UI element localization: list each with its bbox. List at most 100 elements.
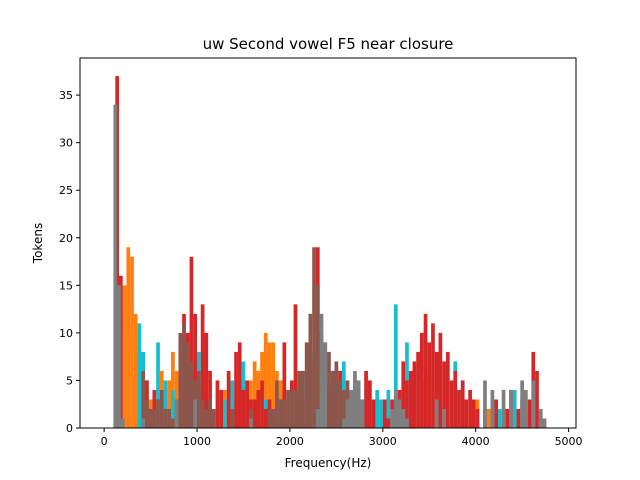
histogram-bar [167, 408, 172, 428]
histogram-bar [256, 389, 261, 428]
y-axis: 0 5 10 15 20 25 30 35 [59, 89, 80, 435]
histogram-bar [252, 361, 257, 428]
histogram-bar [460, 380, 465, 428]
histogram-bar [497, 408, 502, 428]
histogram-bar [319, 313, 324, 428]
histogram-bar [397, 399, 402, 428]
histogram-bar [412, 361, 417, 428]
histogram-bar [423, 313, 428, 428]
x-tick-label: 1000 [183, 435, 211, 448]
histogram-bar [527, 399, 532, 428]
y-tick-label: 30 [59, 137, 73, 150]
histogram-bar [312, 247, 316, 428]
histogram-bar [148, 408, 153, 428]
histogram-bar [464, 399, 469, 428]
histogram-bar [442, 361, 446, 428]
y-tick-label: 0 [66, 422, 73, 435]
y-tick-label: 10 [59, 327, 73, 340]
histogram-bar [449, 380, 454, 428]
histogram-bar [483, 380, 487, 428]
histogram-bar [208, 399, 212, 428]
x-tick-label: 0 [101, 435, 108, 448]
histogram-bar [130, 256, 134, 428]
histogram-bar [405, 418, 409, 428]
y-axis-label: Tokens [31, 223, 45, 264]
histogram-bar [282, 342, 287, 428]
histogram-bar [271, 408, 276, 428]
histogram-bar [427, 342, 432, 428]
histogram-bar [282, 399, 287, 428]
histogram-bar [438, 332, 443, 428]
histogram-bar [156, 399, 160, 428]
histogram-bar [304, 342, 309, 428]
histogram-bar [297, 370, 302, 428]
histogram-bar [408, 370, 413, 428]
histogram-bar [315, 285, 320, 428]
histogram-bars [113, 76, 547, 429]
histogram-bar [275, 380, 279, 428]
histogram-bar [219, 389, 224, 428]
histogram-bar [156, 342, 160, 428]
histogram-bar [145, 399, 149, 428]
histogram-bar [338, 380, 342, 428]
histogram-bar [193, 399, 198, 428]
histogram-bar [137, 323, 142, 428]
histogram-bar [230, 408, 235, 428]
histogram-bar [167, 380, 172, 428]
histogram-bar [386, 389, 391, 428]
histogram-bar [509, 389, 513, 428]
histogram-bar [315, 408, 320, 428]
histogram-bar [289, 389, 294, 428]
histogram-bar [371, 399, 376, 428]
histogram-bar [249, 418, 253, 428]
histogram-bar [293, 389, 298, 428]
chart-title: uw Second vowel F5 near closure [203, 35, 454, 53]
histogram-bar [200, 399, 205, 428]
histogram-bar [401, 408, 406, 428]
histogram-bar [531, 380, 536, 428]
x-tick-label: 4000 [462, 435, 490, 448]
histogram-bar [360, 399, 365, 428]
histogram-bar [230, 380, 235, 428]
histogram-bar [468, 389, 472, 428]
histogram-bar [252, 399, 257, 428]
histogram-bar [133, 313, 138, 428]
histogram-bar [505, 408, 510, 428]
histogram-bar [393, 304, 398, 428]
histogram-bar [113, 104, 118, 429]
histogram-bar [349, 389, 354, 428]
histogram-bar [364, 370, 368, 428]
histogram-bar [152, 389, 157, 428]
histogram-bar [197, 370, 201, 428]
x-axis: 0 1000 2000 3000 4000 5000 [101, 428, 583, 448]
histogram-bar [234, 351, 238, 428]
histogram-bar [241, 389, 246, 428]
histogram-bar [237, 342, 242, 428]
histogram-bar [278, 399, 283, 428]
histogram-bar [193, 313, 198, 428]
histogram-bar [152, 408, 157, 428]
histogram-bar [382, 399, 387, 428]
histogram-bar [405, 380, 409, 428]
histogram-bar [263, 332, 268, 428]
histogram-bar [542, 418, 547, 428]
histogram-bar [512, 389, 517, 428]
histogram-bar [416, 351, 420, 428]
histogram-bar [120, 418, 125, 428]
histogram-bar [401, 361, 406, 428]
histogram-bar [204, 408, 209, 428]
histogram-bar [453, 370, 458, 428]
y-tick-label: 5 [66, 374, 73, 387]
histogram-bar [341, 389, 346, 428]
histogram-bar [434, 351, 439, 428]
histogram-bar [431, 323, 435, 428]
histogram-bar [345, 399, 350, 428]
plot-frame [79, 57, 577, 429]
x-tick-label: 2000 [276, 435, 304, 448]
y-tick-label: 15 [59, 279, 73, 292]
histogram-bar [334, 361, 339, 428]
histogram-bar [171, 418, 175, 428]
histogram-bar [286, 389, 290, 428]
histogram-bar [501, 389, 506, 428]
histogram-bar [356, 380, 361, 428]
